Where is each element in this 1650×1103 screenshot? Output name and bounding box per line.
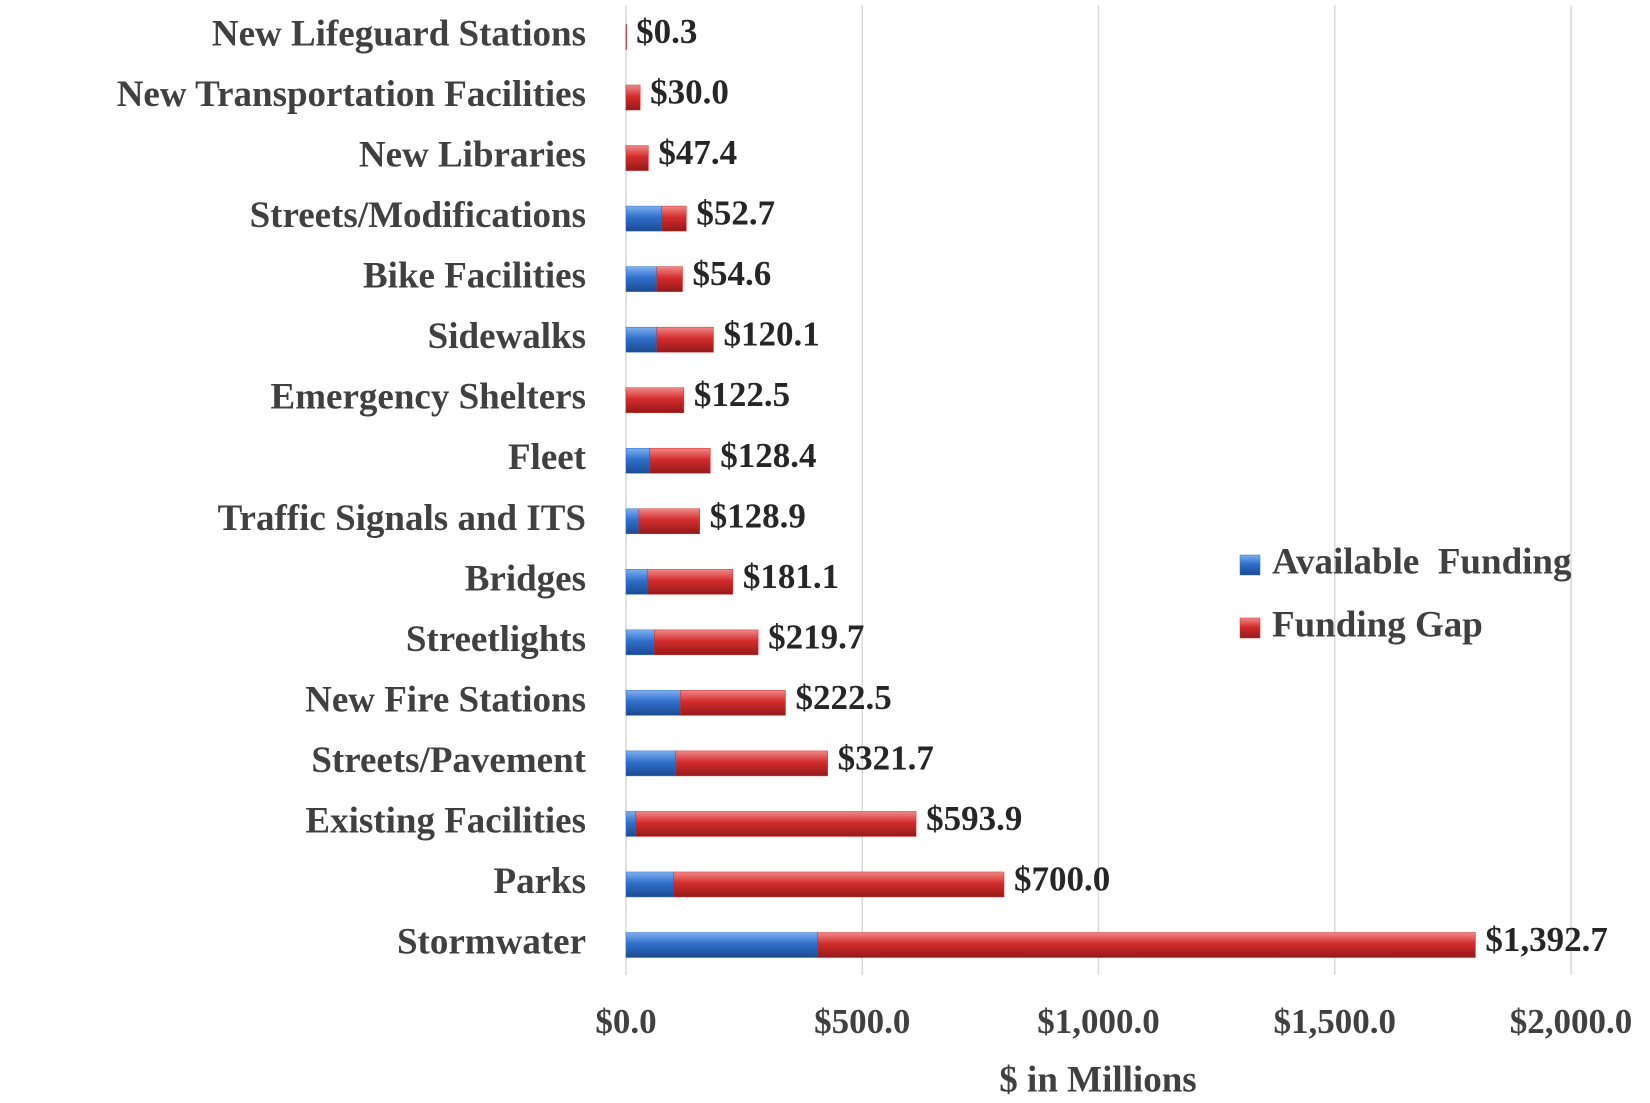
x-tick-label: $1,000.0 [1037, 1002, 1160, 1041]
y-tick-label: Emergency Shelters [271, 377, 586, 418]
bar-segment [625, 508, 640, 535]
legend-label: Available Funding [1272, 541, 1572, 582]
bar-segment [625, 932, 818, 958]
y-tick-label: Traffic Signals and ITS [218, 498, 586, 539]
bar-segment [817, 932, 1476, 958]
bar-segment [673, 871, 1005, 898]
bar-segment [625, 569, 648, 595]
x-tick-label: $2,000.0 [1510, 1002, 1633, 1041]
data-label: $54.6 [693, 254, 772, 293]
y-tick-label: Stormwater [397, 921, 586, 962]
data-label: $52.7 [696, 194, 775, 233]
legend-label: Funding Gap [1272, 604, 1483, 645]
x-tick-label: $0.0 [595, 1002, 656, 1041]
bar-segment [625, 266, 657, 292]
bar-segment [656, 266, 683, 292]
bar-segment [625, 24, 627, 50]
bar-segment [661, 205, 687, 232]
data-label: $219.7 [768, 617, 864, 656]
y-tick-label: Streetlights [406, 619, 586, 660]
y-tick-label: Existing Facilities [305, 800, 586, 841]
y-tick-label: Parks [494, 861, 587, 902]
bar-segment [625, 750, 676, 777]
bar-segment [625, 205, 662, 232]
bar-segment [625, 811, 636, 837]
bar-segment [625, 84, 641, 111]
bar-segment [638, 508, 700, 535]
data-label: $128.9 [710, 496, 806, 535]
data-label: $0.3 [636, 12, 697, 51]
data-label: $47.4 [658, 133, 737, 172]
y-tick-label: New Lifeguard Stations [212, 13, 586, 54]
data-label: $222.5 [795, 678, 891, 717]
bar-segment [680, 690, 786, 716]
bar-segment [625, 387, 685, 413]
legend-swatch [1239, 554, 1261, 576]
y-tick-label: Sidewalks [428, 316, 586, 357]
data-label: $181.1 [743, 557, 839, 596]
bar-segment [649, 447, 711, 474]
y-tick-label: Bike Facilities [363, 256, 586, 297]
y-tick-label: New Libraries [359, 135, 586, 176]
bar-segment [625, 326, 657, 353]
x-axis-title: $ in Millions [999, 1059, 1196, 1100]
y-tick-label: New Transportation Facilities [117, 74, 586, 115]
bar-segment [656, 326, 714, 353]
bar-segment [625, 145, 649, 171]
x-tick-label: $500.0 [814, 1002, 910, 1041]
y-tick-label: New Fire Stations [305, 679, 586, 720]
y-tick-label: Bridges [465, 558, 586, 599]
data-label: $321.7 [838, 738, 934, 777]
bar-segment [647, 569, 734, 595]
y-tick-label: Streets/Modifications [250, 195, 586, 236]
bar-segment [635, 811, 917, 837]
y-tick-label: Fleet [508, 437, 587, 478]
bar-segment [625, 690, 681, 716]
legend-swatch [1239, 617, 1261, 639]
bar-segment [625, 447, 650, 474]
data-label: $128.4 [720, 436, 816, 475]
bar-segment [625, 871, 674, 898]
bar-segment [675, 750, 828, 777]
data-label: $593.9 [926, 799, 1022, 838]
data-label: $122.5 [694, 375, 790, 414]
data-label: $700.0 [1014, 859, 1110, 898]
data-label: $120.1 [723, 315, 819, 354]
bar-segment [654, 629, 759, 656]
data-label: $30.0 [650, 73, 729, 112]
bar-segment [625, 629, 655, 656]
y-tick-label: Streets/Pavement [311, 740, 586, 781]
data-label: $1,392.7 [1485, 920, 1608, 959]
x-tick-label: $1,500.0 [1274, 1002, 1397, 1041]
